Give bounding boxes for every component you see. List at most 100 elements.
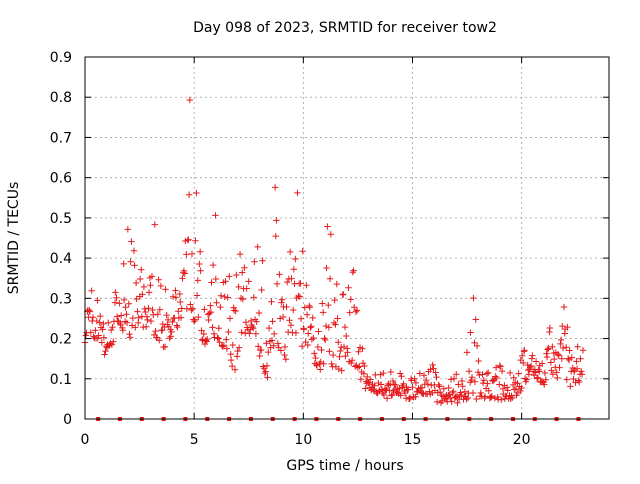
data-point (276, 271, 283, 278)
data-point (227, 350, 234, 358)
data-point (129, 314, 137, 322)
data-point (397, 392, 404, 399)
data-point (204, 335, 211, 343)
data-point (447, 376, 455, 383)
data-point (252, 330, 260, 337)
data-point (120, 260, 127, 268)
data-point (553, 369, 560, 376)
data-point (362, 385, 369, 392)
data-point (235, 283, 242, 291)
data-point (570, 368, 578, 375)
data-point (251, 258, 258, 265)
data-point (574, 343, 581, 350)
data-point (263, 340, 270, 347)
data-point (209, 324, 216, 331)
data-point (177, 314, 185, 321)
data-point (504, 387, 511, 394)
data-point (87, 329, 95, 336)
data-point (433, 373, 440, 381)
data-point (165, 323, 172, 330)
data-point (205, 316, 212, 324)
data-point (564, 355, 572, 362)
data-point (290, 266, 298, 273)
data-point (179, 275, 186, 282)
data-point (322, 322, 330, 330)
data-point (154, 311, 161, 318)
data-point (530, 372, 538, 379)
data-point (233, 271, 240, 279)
data-point (314, 343, 322, 351)
data-point (228, 362, 236, 370)
data-point (473, 395, 480, 403)
data-point (518, 384, 525, 392)
data-point (308, 336, 316, 343)
x-tick-label: 15 (404, 432, 422, 448)
data-point (543, 353, 551, 361)
data-point (523, 376, 530, 383)
data-point (96, 319, 103, 326)
data-point (297, 280, 304, 287)
data-point (480, 377, 487, 384)
data-point (196, 260, 203, 268)
data-point (475, 357, 482, 365)
data-point (479, 371, 486, 378)
data-point (207, 308, 215, 316)
y-tick-label: 0.1 (50, 372, 72, 388)
data-point (169, 293, 177, 300)
grid-layer (85, 57, 609, 419)
data-point (463, 395, 470, 403)
data-point (262, 368, 269, 375)
data-point (573, 358, 580, 365)
data-point (567, 383, 574, 390)
data-point (357, 376, 365, 383)
data-point (508, 394, 516, 401)
data-point (336, 353, 343, 360)
data-point (318, 346, 325, 354)
data-point (325, 324, 333, 331)
data-point (471, 378, 479, 385)
data-point (377, 371, 384, 378)
data-point (97, 312, 104, 320)
data-point (299, 248, 306, 255)
data-point (548, 367, 555, 374)
data-point (239, 269, 246, 276)
data-point (183, 251, 190, 258)
data-point (169, 318, 176, 326)
data-point (303, 311, 311, 318)
data-point (89, 314, 97, 321)
data-point (556, 364, 563, 371)
data-point (290, 306, 297, 314)
data-point (473, 342, 481, 350)
data-point (450, 375, 458, 382)
data-point (258, 286, 265, 294)
data-point (420, 372, 428, 379)
data-point (111, 299, 119, 306)
chart-title: Day 098 of 2023, SRMTID for receiver tow… (193, 20, 497, 36)
data-point (128, 238, 135, 245)
data-point (414, 388, 421, 395)
data-point (221, 293, 228, 301)
data-point (323, 264, 330, 272)
data-point (99, 326, 106, 333)
data-point (321, 335, 328, 342)
data-point (283, 303, 290, 311)
data-point (427, 366, 434, 373)
data-point (527, 362, 535, 370)
data-point (448, 398, 455, 405)
data-point (578, 368, 585, 375)
data-point (578, 371, 586, 378)
y-tick-label: 0.8 (50, 90, 72, 106)
data-point (331, 296, 338, 304)
data-point (547, 359, 555, 366)
data-point (557, 340, 564, 348)
data-point (268, 298, 275, 305)
data-point (254, 343, 262, 350)
data-point (484, 380, 491, 387)
data-point (327, 231, 335, 238)
data-point (355, 348, 362, 355)
data-point (510, 374, 517, 381)
data-point (542, 376, 550, 383)
data-point (497, 363, 504, 370)
data-point (342, 352, 349, 360)
data-point (174, 323, 181, 331)
